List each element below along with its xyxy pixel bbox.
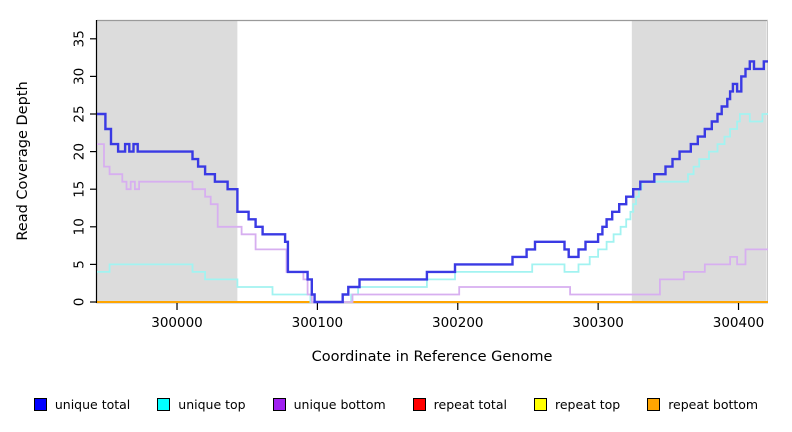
legend-label: unique bottom: [293, 397, 386, 412]
y-axis-tick-label: 20: [72, 143, 88, 160]
legend-swatch-unique-top: [157, 398, 171, 411]
x-axis-tick-label: 300400: [713, 315, 765, 331]
y-axis-tick-label: 5: [72, 260, 88, 269]
y-axis-tick-label: 25: [72, 105, 88, 122]
legend-swatch-unique-bottom: [272, 398, 286, 411]
legend-item-repeat-total: repeat total: [412, 397, 507, 412]
legend-item-repeat-top: repeat top: [533, 397, 621, 412]
legend-label: repeat bottom: [668, 397, 759, 412]
plot-layers: 0 5 10 15 20 25 30 35 300000 300100 300200 300300 30…: [72, 19, 768, 331]
repeat-region-shading: [97, 20, 238, 302]
x-axis-tick-label: 300000: [151, 315, 203, 331]
legend-swatch-unique-total: [33, 398, 47, 411]
series-unique-bottom: [97, 143, 768, 303]
chart-legend: unique total unique top unique bottom repea…: [0, 397, 792, 412]
y-axis-tick-label: 10: [72, 218, 88, 235]
series-unique-total: [97, 60, 768, 304]
legend-label: unique total: [54, 397, 131, 412]
legend-item-unique-bottom: unique bottom: [272, 397, 386, 412]
legend-item-repeat-bottom: repeat bottom: [647, 397, 758, 412]
legend-label: repeat total: [433, 397, 507, 412]
legend-label: repeat top: [554, 397, 621, 412]
coverage-plot: 0 5 10 15 20 25 30 35 300000 300100 300200 300300 30…: [15, 19, 768, 365]
y-axis-tick-label: 15: [72, 181, 88, 198]
x-axis-tick-label: 300300: [572, 315, 624, 331]
series-unique-top: [97, 113, 768, 303]
legend-swatch-repeat-bottom: [647, 398, 661, 411]
x-axis-tick-label: 300100: [292, 315, 344, 331]
x-axis-tick-label: 300200: [432, 315, 484, 331]
y-axis-title: Read Coverage Depth: [15, 81, 31, 240]
x-axis-title: Coordinate in Reference Genome: [312, 349, 553, 365]
legend-swatch-repeat-top: [533, 398, 547, 411]
legend-label: unique top: [178, 397, 246, 412]
y-axis-tick-label: 30: [72, 68, 88, 85]
y-axis-tick-label: 0: [72, 298, 88, 307]
legend-swatch-repeat-total: [412, 398, 426, 411]
legend-item-unique-total: unique total: [33, 397, 131, 412]
y-axis-tick-label: 35: [72, 30, 88, 47]
legend-item-unique-top: unique top: [157, 397, 246, 412]
